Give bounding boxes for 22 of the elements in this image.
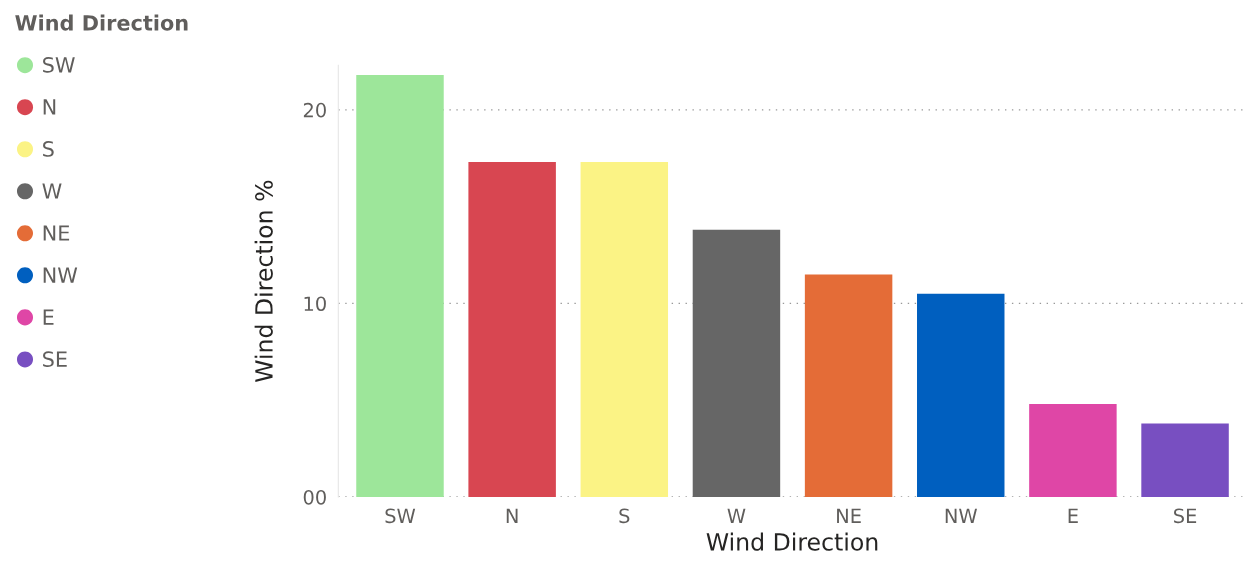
y-axis-title: Wind Direction % [254,180,273,383]
x-tick-label: N [506,508,518,523]
legend-label: NE [43,225,70,241]
legend-label: S [43,141,54,157]
legend-label: SE [43,351,67,368]
legend-label: E [43,309,54,325]
x-axis-title: Wind Direction [706,532,878,551]
x-tick-label: SW [385,508,416,524]
x-tick-label: NW [945,508,977,523]
legend-label: N [43,99,56,115]
legend-title: Wind Direction [15,14,188,31]
x-tick-label: NE [837,508,861,523]
x-tick-label: S [619,508,630,524]
legend-label: SW [43,56,75,73]
legend-label: NW [43,267,78,283]
x-tick-label: W [727,508,746,523]
y-tick-label: 00 [303,489,326,505]
y-tick-label: 20 [303,102,326,118]
legend-label: W [42,183,62,199]
x-tick-label: E [1068,508,1078,523]
y-tick-label: 10 [304,296,326,312]
x-tick-label: SE [1174,508,1197,524]
